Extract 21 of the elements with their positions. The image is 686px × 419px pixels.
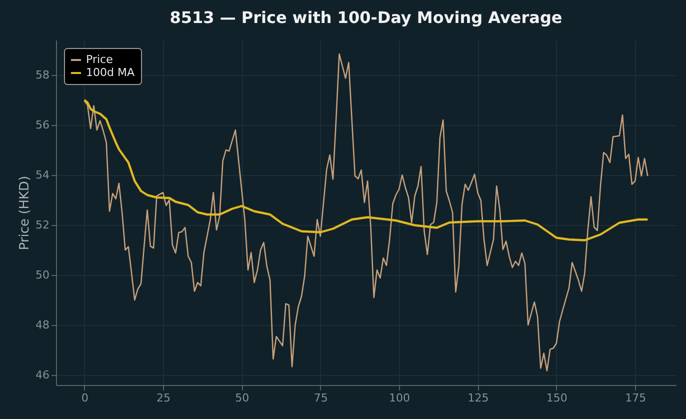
line-series xyxy=(84,53,648,372)
y-tick-label: 48 xyxy=(36,318,50,332)
y-tick-label: 58 xyxy=(36,68,50,82)
x-tick-label: 125 xyxy=(468,392,489,404)
legend-label: Price xyxy=(86,53,114,66)
y-tick-label: 54 xyxy=(36,168,50,182)
x-tick-label: 50 xyxy=(235,392,250,404)
line-series xyxy=(83,98,649,242)
x-tick-label: 150 xyxy=(546,392,568,404)
x-tick-label: 25 xyxy=(156,392,171,404)
legend-label: 100d MA xyxy=(86,66,135,79)
x-tick-label: 0 xyxy=(81,392,88,404)
y-tick-label: 52 xyxy=(36,218,50,232)
y-tick-label: 50 xyxy=(36,268,50,282)
y-axis-title: Price (HKD) xyxy=(18,176,33,250)
x-tick-label: 175 xyxy=(625,392,646,404)
y-tick-label: 56 xyxy=(36,118,50,132)
chart-title: 8513 — Price with 100-Day Moving Average xyxy=(170,8,562,27)
y-tick-label: 46 xyxy=(36,368,50,382)
x-tick-label: 75 xyxy=(314,392,328,404)
x-tick-label: 100 xyxy=(389,392,410,404)
